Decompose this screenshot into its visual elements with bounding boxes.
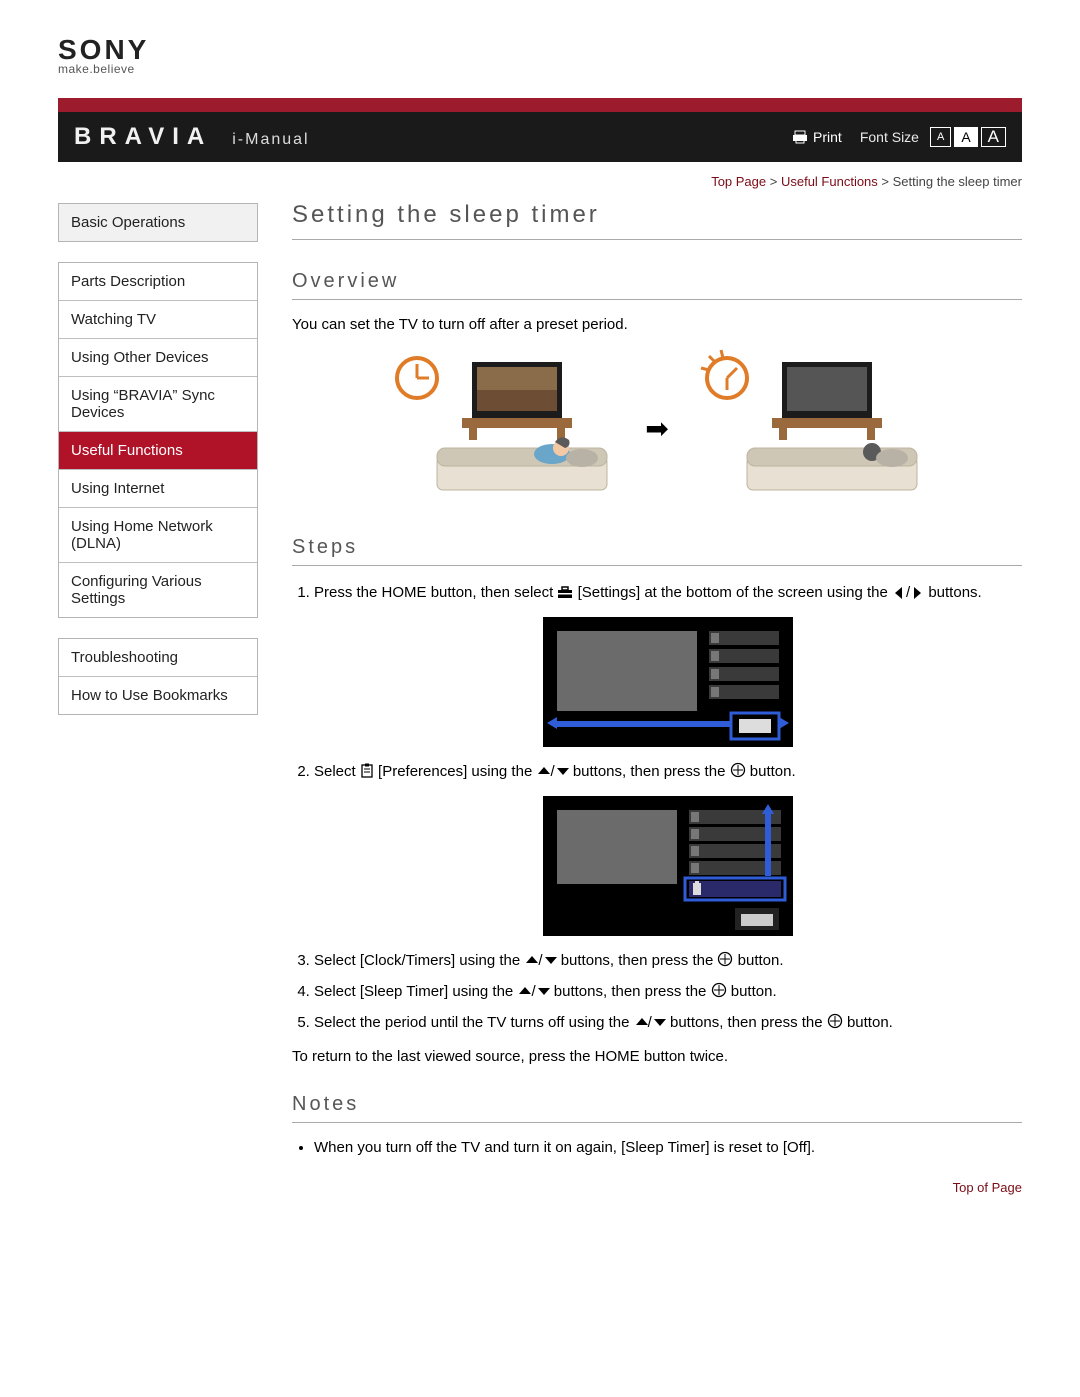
overview-heading: Overview <box>292 270 1022 300</box>
print-icon <box>793 130 809 144</box>
illus-before <box>377 348 627 508</box>
down-arrow-icon <box>652 1015 666 1029</box>
step-3: Select [Clock/Timers] using the / button… <box>314 950 1022 971</box>
illus-after <box>687 348 937 508</box>
enter-icon <box>730 762 746 778</box>
overview-illustration: ➡ <box>292 348 1022 508</box>
enter-icon <box>717 951 733 967</box>
left-arrow-icon <box>892 585 906 599</box>
print-link[interactable]: Print <box>793 129 842 145</box>
enter-icon <box>827 1013 843 1029</box>
main-content: Setting the sleep timer Overview You can… <box>258 195 1022 1195</box>
bravia-logo: BRAVIA <box>74 123 212 151</box>
step-2: Select [Preferences] using the / buttons… <box>314 761 1022 936</box>
breadcrumb-section[interactable]: Useful Functions <box>781 174 878 189</box>
steps-list: Press the HOME button, then select [Sett… <box>292 582 1022 1033</box>
down-arrow-icon <box>555 764 569 778</box>
nav-home-network[interactable]: Using Home Network (DLNA) <box>59 508 257 563</box>
note-1: When you turn off the TV and turn it on … <box>314 1139 1022 1156</box>
step1-image <box>543 617 793 747</box>
sony-logo: SONY make.believe <box>58 36 1022 76</box>
imanual-label: i-Manual <box>232 131 309 149</box>
step-5: Select the period until the TV turns off… <box>314 1012 1022 1033</box>
nav-watching-tv[interactable]: Watching TV <box>59 301 257 339</box>
up-arrow-icon <box>517 984 531 998</box>
step-4: Select [Sleep Timer] using the / buttons… <box>314 981 1022 1002</box>
nav-bookmarks[interactable]: How to Use Bookmarks <box>59 677 257 714</box>
font-size-medium[interactable]: A <box>954 127 977 147</box>
nav-bravia-sync[interactable]: Using “BRAVIA” Sync Devices <box>59 377 257 432</box>
up-arrow-icon <box>536 764 550 778</box>
return-note: To return to the last viewed source, pre… <box>292 1048 1022 1065</box>
enter-icon <box>711 982 727 998</box>
font-size-label: Font Size <box>860 129 919 145</box>
down-arrow-icon <box>543 953 557 967</box>
nav-parts-description[interactable]: Parts Description <box>59 263 257 301</box>
top-of-page-link[interactable]: Top of Page <box>953 1180 1022 1195</box>
page-title: Setting the sleep timer <box>292 201 1022 240</box>
font-size-large[interactable]: A <box>981 127 1006 147</box>
overview-text: You can set the TV to turn off after a p… <box>292 316 1022 333</box>
red-stripe <box>58 98 1022 112</box>
nav-troubleshooting[interactable]: Troubleshooting <box>59 639 257 677</box>
arrow-icon: ➡ <box>645 412 668 445</box>
font-size-small[interactable]: A <box>930 127 951 147</box>
down-arrow-icon <box>536 984 550 998</box>
breadcrumb-current: Setting the sleep timer <box>893 174 1022 189</box>
step2-image <box>543 796 793 936</box>
steps-heading: Steps <box>292 536 1022 566</box>
sidebar: Basic Operations Parts Description Watch… <box>58 203 258 1195</box>
step-1: Press the HOME button, then select [Sett… <box>314 582 1022 747</box>
right-arrow-icon <box>910 585 924 599</box>
breadcrumb: Top Page > Useful Functions > Setting th… <box>58 174 1022 189</box>
nav-configuring-settings[interactable]: Configuring Various Settings <box>59 563 257 617</box>
notes-heading: Notes <box>292 1093 1022 1123</box>
nav-useful-functions[interactable]: Useful Functions <box>59 432 257 470</box>
toolbox-icon <box>557 585 573 599</box>
clipboard-icon <box>360 763 374 778</box>
nav-using-internet[interactable]: Using Internet <box>59 470 257 508</box>
up-arrow-icon <box>524 953 538 967</box>
breadcrumb-top[interactable]: Top Page <box>711 174 766 189</box>
up-arrow-icon <box>634 1015 648 1029</box>
nav-other-devices[interactable]: Using Other Devices <box>59 339 257 377</box>
title-bar: BRAVIA i-Manual Print Font Size A A A <box>58 112 1022 162</box>
nav-basic-operations[interactable]: Basic Operations <box>59 204 257 241</box>
notes-list: When you turn off the TV and turn it on … <box>292 1139 1022 1156</box>
